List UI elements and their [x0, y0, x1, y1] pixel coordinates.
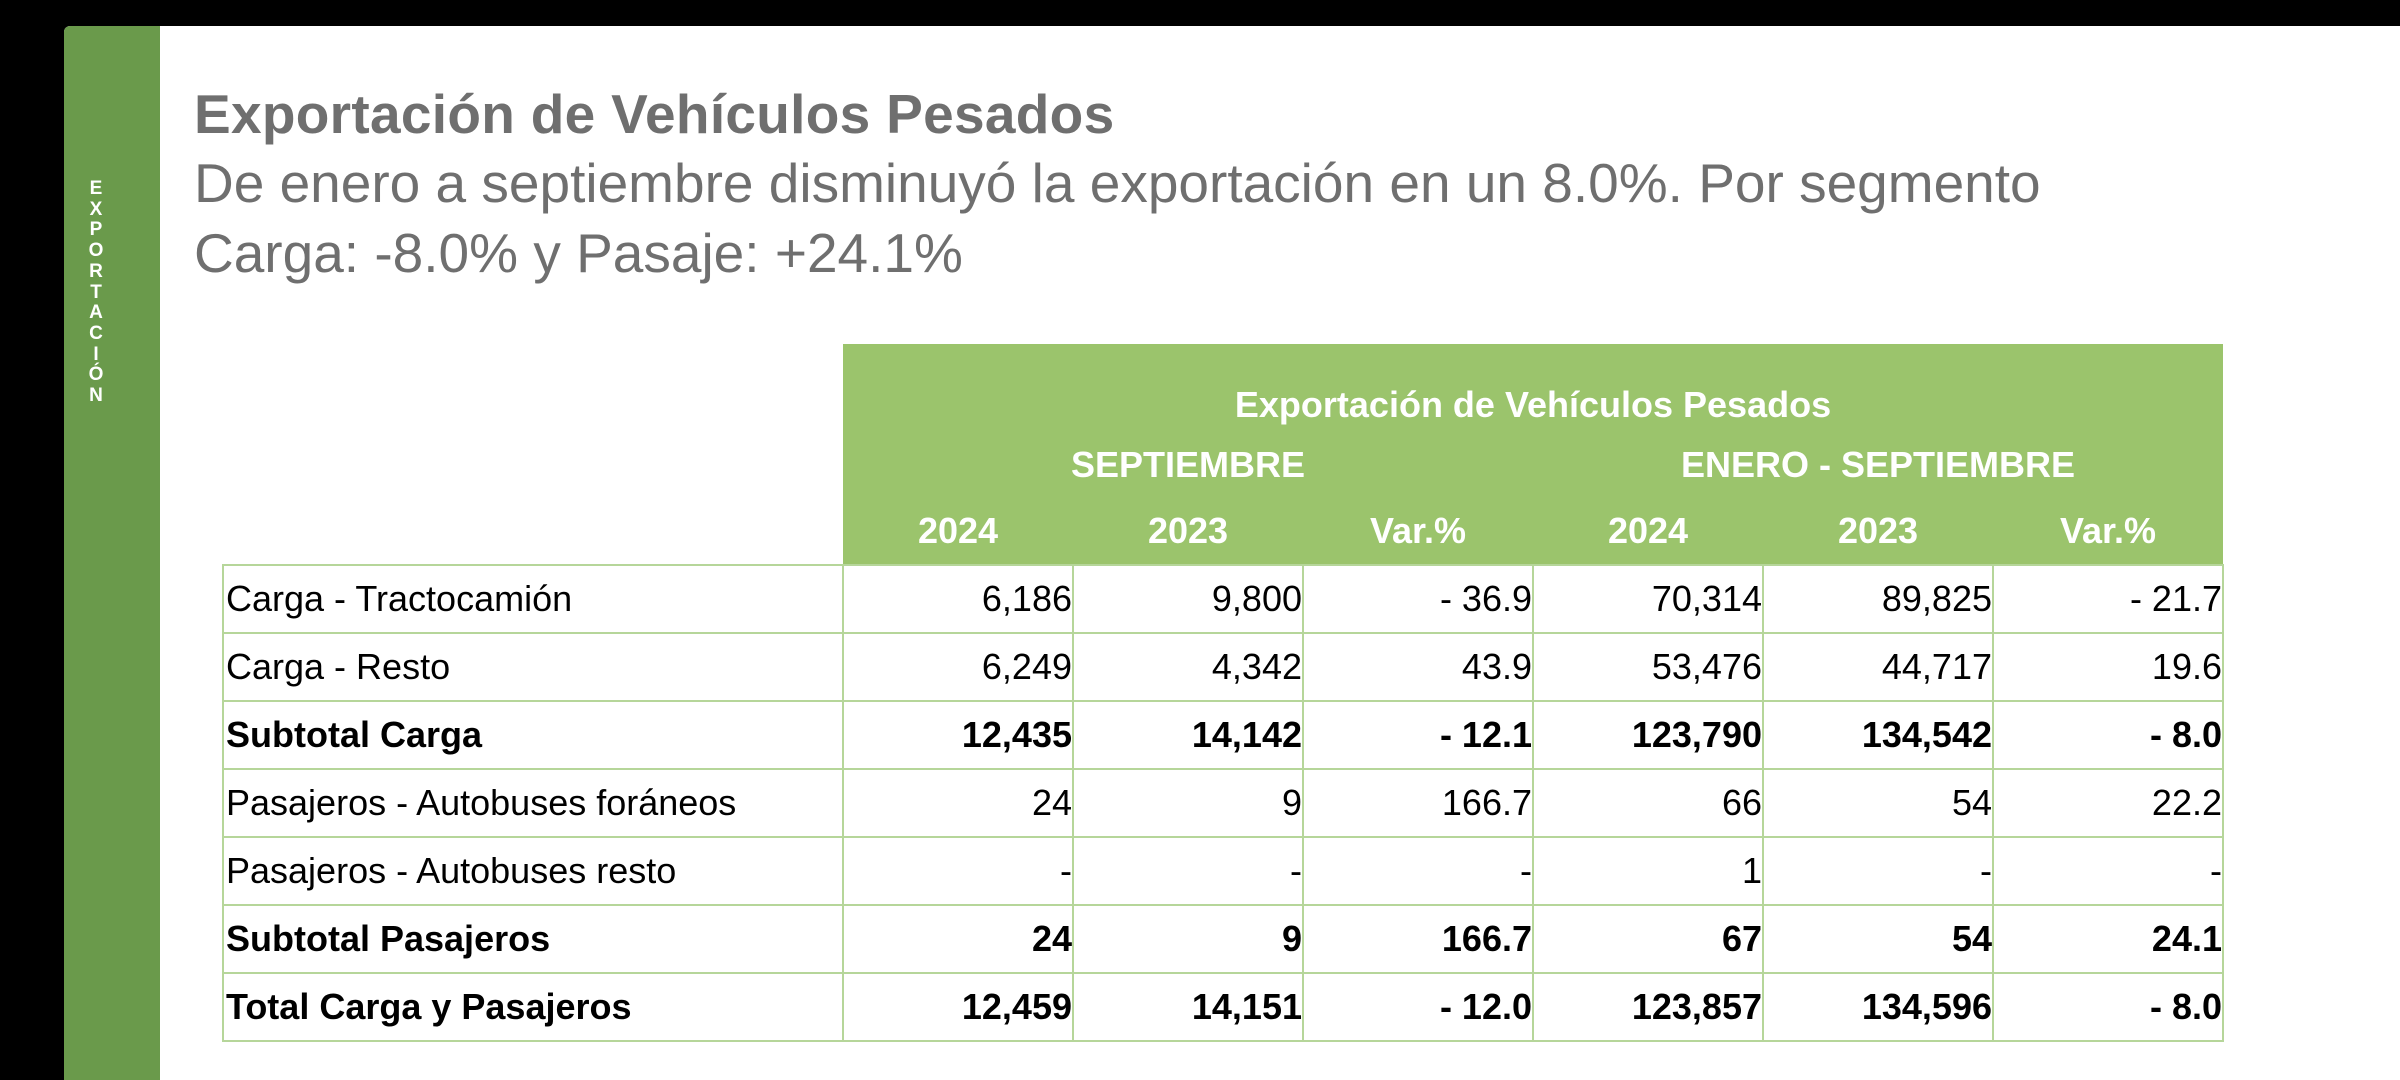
cell-value: 67: [1532, 904, 1764, 974]
cell-value: - 8.0: [1992, 700, 2224, 770]
cell-value: -: [1762, 836, 1994, 906]
table-row: Pasajeros - Autobuses resto - - -1- -: [222, 836, 2224, 906]
header-blank: [223, 344, 843, 432]
side-letter: T: [90, 281, 102, 303]
row-label: Carga - Resto: [222, 632, 844, 702]
cell-value: 9: [1072, 768, 1304, 838]
table-row: Total Carga y Pasajeros 12,459 14,151- 12.…: [222, 972, 2224, 1042]
cell-value: -: [1992, 836, 2224, 906]
cell-value: 1: [1532, 836, 1764, 906]
cell-value: 24: [842, 904, 1074, 974]
cell-value: - 8.0: [1992, 972, 2224, 1042]
cell-value: 24.1: [1992, 904, 2224, 974]
row-label: Total Carga y Pasajeros: [222, 972, 844, 1042]
cell-value: 43.9: [1302, 632, 1534, 702]
cell-value: 134,542: [1762, 700, 1994, 770]
cell-value: 166.7: [1302, 768, 1534, 838]
side-letter: N: [89, 385, 103, 407]
row-label: Subtotal Carga: [222, 700, 844, 770]
page-title: Exportación de Vehículos Pesados: [194, 83, 1115, 145]
page-subtitle: De enero a septiembre disminuyó la expor…: [194, 152, 2041, 284]
cell-value: 19.6: [1992, 632, 2224, 702]
table-row: Carga - Tractocamión 6,186 9,800- 36.9 70,3…: [222, 564, 2224, 634]
table-row: Pasajeros - Autobuses foráneos 24 9 166.7 66…: [222, 768, 2224, 838]
cell-value: 6,186: [842, 564, 1074, 634]
row-label: Pasajeros - Autobuses resto: [222, 836, 844, 906]
cell-value: 54: [1762, 904, 1994, 974]
cell-value: 123,857: [1532, 972, 1764, 1042]
row-label: Pasajeros - Autobuses foráneos: [222, 768, 844, 838]
cell-value: 134,596: [1762, 972, 1994, 1042]
column-header: Var.%: [1993, 498, 2223, 565]
cell-value: - 12.1: [1302, 700, 1534, 770]
side-letter: I: [93, 343, 99, 365]
cell-value: 89,825: [1762, 564, 1994, 634]
side-letter: R: [89, 260, 103, 282]
cell-value: 70,314: [1532, 564, 1764, 634]
cell-value: 54: [1762, 768, 1994, 838]
table-row: Subtotal Pasajeros 24 9 166.7 67 54 24.1: [222, 904, 2224, 974]
cell-value: 14,151: [1072, 972, 1304, 1042]
cell-value: - 12.0: [1302, 972, 1534, 1042]
row-label: Carga - Tractocamión: [222, 564, 844, 634]
cell-value: 22.2: [1992, 768, 2224, 838]
table-title: Exportación de Vehículos Pesados: [843, 344, 2223, 432]
column-header: 2024: [1533, 498, 1763, 565]
cell-value: 9,800: [1072, 564, 1304, 634]
cell-value: - 36.9: [1302, 564, 1534, 634]
cell-value: -: [1302, 836, 1534, 906]
row-label: Subtotal Pasajeros: [222, 904, 844, 974]
side-letter: A: [89, 302, 103, 324]
column-header: Var.%: [1303, 498, 1533, 565]
column-header: 2023: [1763, 498, 1993, 565]
cell-value: 9: [1072, 904, 1304, 974]
side-letter: C: [89, 322, 103, 344]
cell-value: 53,476: [1532, 632, 1764, 702]
column-header: 2024: [843, 498, 1073, 565]
side-letter: Ó: [88, 364, 104, 386]
column-header: 2023: [1073, 498, 1303, 565]
cell-value: 6,249: [842, 632, 1074, 702]
cell-value: 166.7: [1302, 904, 1534, 974]
table-row: Carga - Resto 6,249 4,342 43.9 53,476 44,717 1…: [222, 632, 2224, 702]
cell-value: -: [842, 836, 1074, 906]
export-table: Exportación de Vehículos Pesados SEPTIEM…: [222, 344, 2224, 1042]
group-header-sep: SEPTIEMBRE: [843, 432, 1533, 498]
group-header-ytd: ENERO - SEPTIEMBRE: [1533, 432, 2223, 498]
cell-value: 66: [1532, 768, 1764, 838]
side-letter: P: [89, 219, 103, 241]
cell-value: 44,717: [1762, 632, 1994, 702]
side-letter: X: [89, 198, 103, 220]
cell-value: 123,790: [1532, 700, 1764, 770]
cell-value: 12,435: [842, 700, 1074, 770]
cell-value: 4,342: [1072, 632, 1304, 702]
cell-value: 14,142: [1072, 700, 1304, 770]
side-letter: E: [89, 178, 103, 199]
cell-value: 24: [842, 768, 1074, 838]
cell-value: 12,459: [842, 972, 1074, 1042]
cell-value: -: [1072, 836, 1304, 906]
table-row: Subtotal Carga 12,435 14,142- 12.1 123,790 1…: [222, 700, 2224, 770]
cell-value: - 21.7: [1992, 564, 2224, 634]
side-letter: O: [88, 240, 104, 262]
